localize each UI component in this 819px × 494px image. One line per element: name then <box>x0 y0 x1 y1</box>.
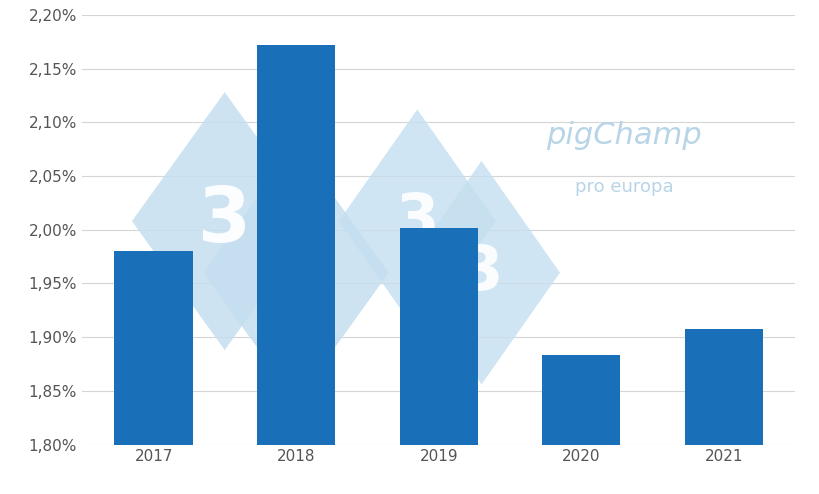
Text: 3: 3 <box>395 191 438 251</box>
Bar <box>399 228 477 494</box>
Polygon shape <box>403 161 559 384</box>
Text: 3: 3 <box>459 243 503 303</box>
Polygon shape <box>338 109 495 333</box>
Bar <box>684 329 762 494</box>
Polygon shape <box>203 144 388 402</box>
Text: pigChamp: pigChamp <box>545 121 701 150</box>
Bar <box>256 45 335 494</box>
Text: 3: 3 <box>269 236 322 310</box>
Text: 3: 3 <box>198 184 251 258</box>
Polygon shape <box>132 92 317 350</box>
Bar <box>541 355 620 494</box>
Bar <box>115 251 192 494</box>
Text: pro europa: pro europa <box>574 178 672 196</box>
